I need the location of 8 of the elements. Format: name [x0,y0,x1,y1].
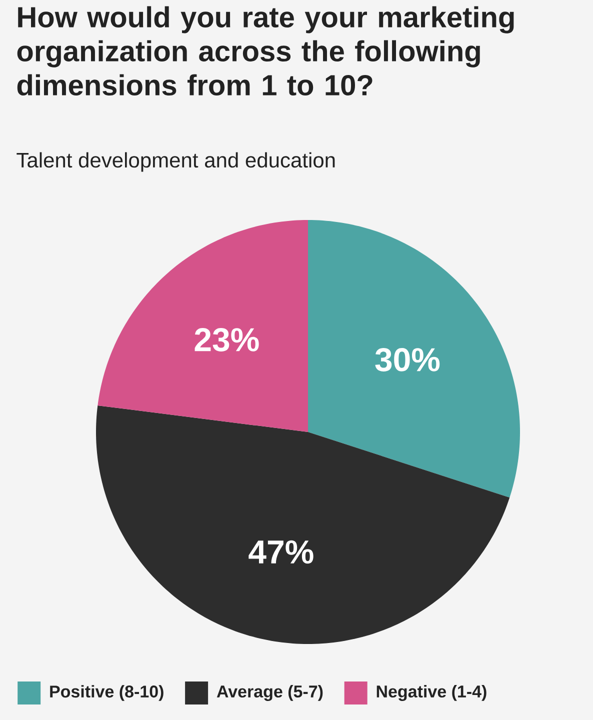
data-label: 30% [375,348,440,372]
legend-label: Average (5-7) [216,685,323,701]
chart-subtitle: Talent development and education [16,152,335,172]
data-label: 47% [248,540,314,564]
data-label: 23% [194,328,259,352]
legend-label: Positive (8-10) [50,685,164,701]
chart-title: How would you rate your marketing organization across the following dimensions from 1 to 10? [17,6,514,96]
legend-label: Negative (1-4) [376,685,486,701]
